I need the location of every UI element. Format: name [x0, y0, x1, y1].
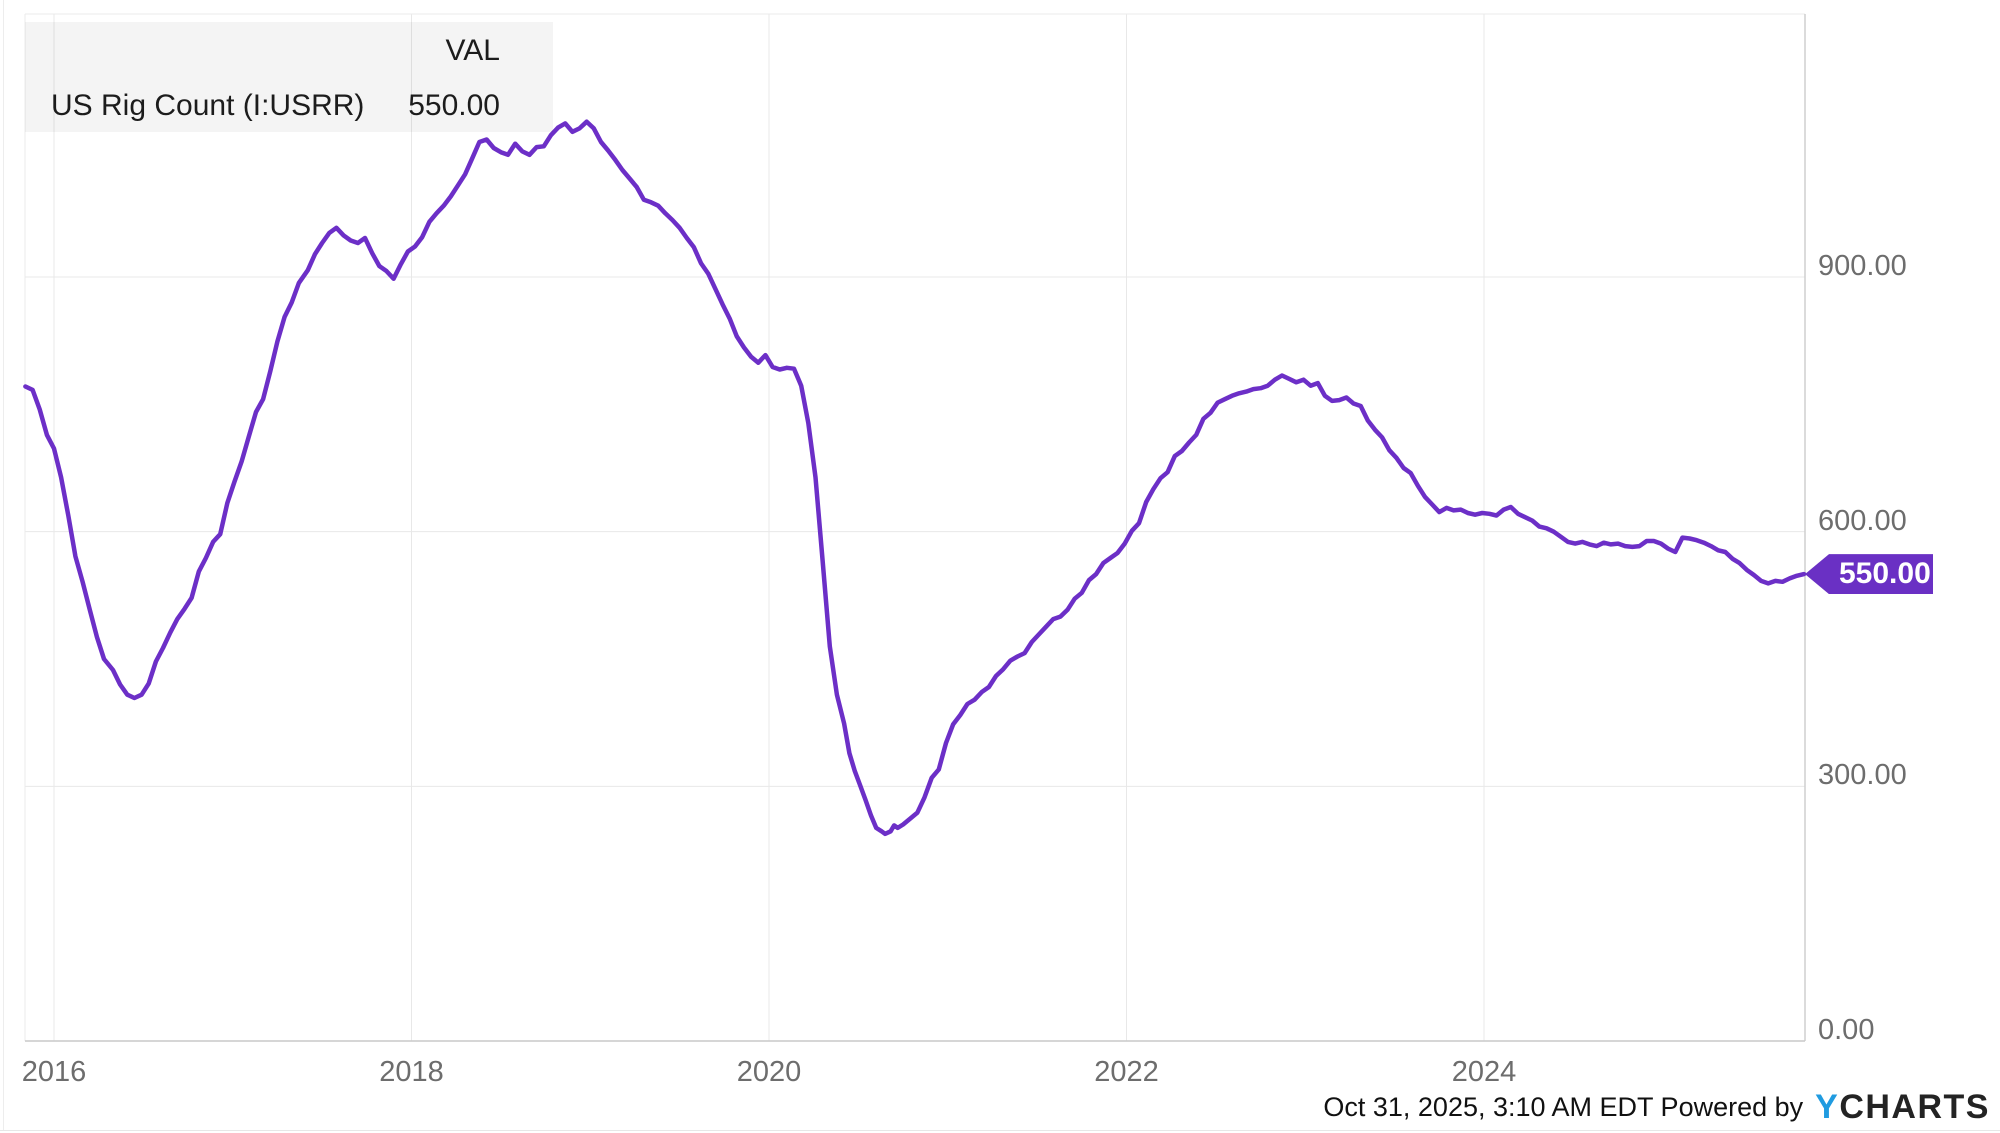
last-value-badge-label: 550.00 — [1839, 557, 1931, 591]
y-axis-label-300: 300.00 — [1818, 759, 1907, 792]
x-axis-label-2024: 2024 — [1451, 1056, 1517, 1088]
left-edge-divider — [3, 0, 4, 1130]
ycharts-logo[interactable]: YCHARTS — [1815, 1088, 1990, 1127]
y-axis-label-0: 0.00 — [1818, 1014, 1875, 1046]
x-axis-label-2016: 2016 — [21, 1056, 87, 1088]
y-axis-label-900: 900.00 — [1818, 249, 1907, 282]
bottom-divider — [0, 1130, 2000, 1131]
y-axis-label-600: 600.00 — [1818, 504, 1907, 537]
legend-series-name: US Rig Count (I:USRR) — [51, 89, 365, 122]
chart-legend: VAL US Rig Count (I:USRR) 550.00 — [25, 22, 553, 132]
timestamp-text: Oct 31, 2025, 3:10 AM EDT Powered by — [1323, 1092, 1804, 1122]
chart-footer: Oct 31, 2025, 3:10 AM EDT Powered by YCH… — [1323, 1088, 1990, 1127]
rig-count-line-series — [23, 119, 1807, 837]
x-axis-label-2022: 2022 — [1094, 1056, 1159, 1088]
ycharts-logo-y: Y — [1815, 1088, 1840, 1126]
ycharts-logo-charts: CHARTS — [1839, 1088, 1990, 1126]
x-axis-label-2018: 2018 — [379, 1056, 444, 1088]
legend-series-value: 550.00 — [408, 89, 500, 122]
last-value-badge: 550.00 — [1805, 554, 1933, 595]
x-axis-label-2020: 2020 — [736, 1056, 802, 1088]
legend-value-column-header: VAL — [445, 34, 500, 67]
